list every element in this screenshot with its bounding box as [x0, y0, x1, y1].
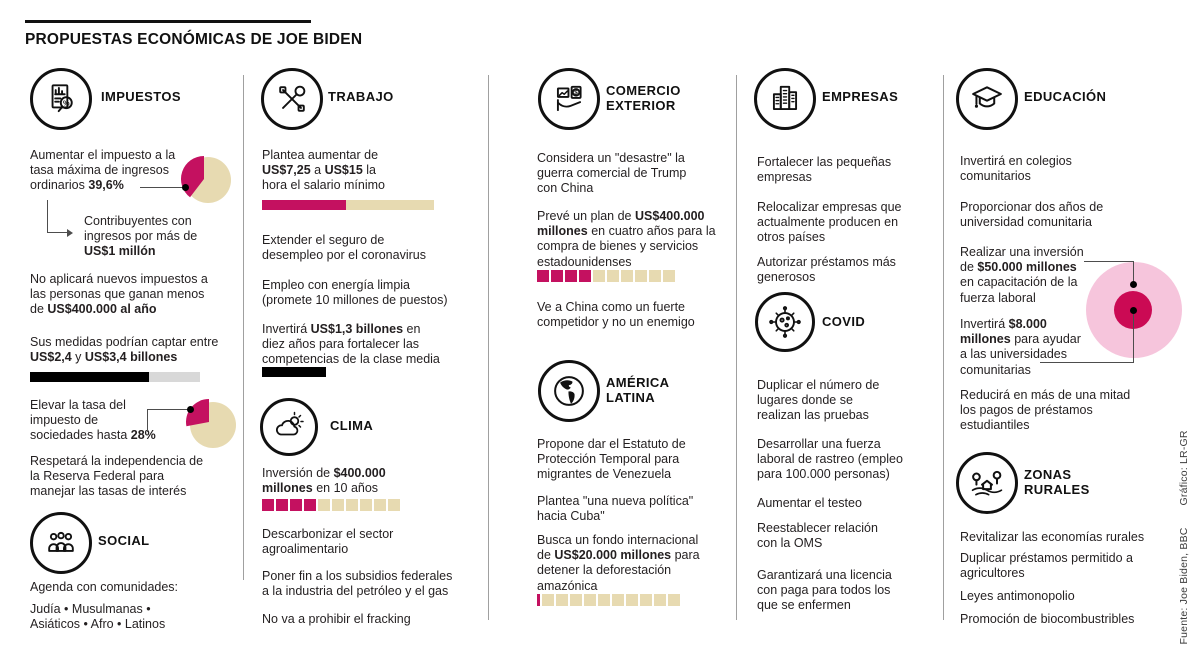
educacion-item-two-years: Proporcionar dos años de universidad comu… [960, 200, 1104, 230]
impuestos-item-top-rate-sub: Contribuyentes con ingresos por más de US$… [84, 214, 198, 259]
section-label-empresas: EMPRESAS [822, 89, 899, 104]
arrow-line [47, 232, 67, 233]
arrow-head-icon [67, 229, 73, 237]
trabajo-item-minwage: Plantea aumentar de US$7,25 a US$15 la hor… [262, 148, 385, 193]
comercio-item-china: Ve a China como un fuerte competidor y no… [537, 300, 695, 330]
social-icon [30, 512, 92, 574]
social-item-agenda: Agenda con comunidades: [30, 580, 179, 594]
clima-segment-bar [262, 499, 402, 511]
educacion-item-workforce: Realizar una inversión de $50.000 millone… [960, 245, 1084, 305]
impuestos-item-fed: Respetará la independencia de la Reserva … [30, 454, 204, 499]
credit-source: Fuente: Joe Biden, BBC [1178, 526, 1190, 644]
taxes-icon: % [30, 68, 92, 130]
education-cap-icon [956, 68, 1018, 130]
america-item-tps: Propone dar el Estatuto de Protección Tem… [537, 437, 686, 482]
covid-item-sick-leave: Garantizará una licencia con paga para to… [757, 568, 892, 613]
rurales-item-antitrust: Leyes antimonopolio [960, 589, 1075, 603]
impuestos-item-no-new-taxes: No aplicará nuevos impuestos a las person… [30, 272, 208, 317]
svg-text:%: % [63, 98, 70, 107]
minwage-bar-fill [262, 200, 347, 210]
callout-line [1133, 314, 1134, 363]
page-title: PROPUESTAS ECONÓMICAS DE JOE BIDEN [25, 31, 363, 48]
climate-icon [260, 398, 318, 456]
callout-line [147, 409, 189, 410]
covid-item-who: Reestablecer relación con la OMS [757, 521, 878, 551]
section-label-clima: CLIMA [330, 418, 374, 433]
rurales-item-farm-loans: Duplicar préstamos permitido a agricultor… [960, 551, 1133, 581]
foreign-trade-icon: $ [538, 68, 600, 130]
impuestos-item-revenue: Sus medidas podrían captar entre US$2,4 y… [30, 335, 219, 365]
covid-item-testing: Aumentar el testeo [757, 496, 862, 510]
educacion-item-colleges: Invertirá en colegios comunitarios [960, 154, 1072, 184]
column-divider [736, 75, 737, 620]
rural-zones-icon [956, 452, 1018, 514]
callout-dot [1130, 307, 1137, 314]
educacion-item-universities: Invertirá $8.000 millones para ayudar a la… [960, 317, 1081, 377]
empresas-item-loans: Autorizar préstamos más generosos [757, 255, 896, 285]
invest-bar-fill [262, 367, 326, 377]
work-tools-icon [261, 68, 323, 130]
section-label-covid: COVID [822, 314, 866, 329]
rurales-item-biofuels: Promoción de biocombustribles [960, 612, 1135, 626]
comercio-item-trade-war: Considera un "desastre" la guerra comerci… [537, 151, 687, 196]
educacion-item-student-loans: Reducirá en más de una mitad los pagos de… [960, 388, 1131, 433]
covid-virus-icon [755, 292, 815, 352]
companies-buildings-icon [754, 68, 816, 130]
covid-item-testing-sites: Duplicar el número de lugares donde se rea… [757, 378, 880, 423]
callout-line [1133, 261, 1134, 283]
empresas-item-small: Fortalecer las pequeñas empresas [757, 155, 892, 185]
title-rule [25, 20, 311, 23]
callout-line [1084, 261, 1134, 262]
social-item-communities: Judía • Musulmanas • Asiáticos • Afro • L… [30, 602, 166, 632]
column-divider [943, 75, 944, 620]
credit-graphic: Gráfico: LR-GR [1178, 429, 1190, 505]
latin-america-globe-icon [538, 360, 600, 422]
amazonia-segment-bar [537, 594, 682, 606]
section-label-america-latina: AMÉRICA LATINA [606, 375, 670, 405]
trabajo-item-unemployment: Extender el seguro de desempleo por el co… [262, 233, 426, 263]
clima-item-decarbonize: Descarbonizar el sector agroalimentario [262, 527, 394, 557]
comercio-item-plan: Prevé un plan de US$400.000 millones en c… [537, 209, 716, 269]
svg-text:$: $ [574, 90, 578, 97]
rurales-item-revitalize: Revitalizar las economías rurales [960, 530, 1145, 544]
callout-dot [1130, 281, 1137, 288]
america-item-cuba: Plantea "una nueva política" hacia Cuba" [537, 494, 694, 524]
impuestos-item-corporate: Elevar la tasa del impuesto de sociedades … [30, 398, 156, 443]
covid-item-tracing: Desarrollar una fuerza laboral de rastreo… [757, 437, 903, 482]
revenue-bar [30, 372, 200, 382]
callout-line [140, 187, 184, 188]
credits: Fuente: Joe Biden, BBC Gráfico: LR-GR [1178, 430, 1190, 644]
trabajo-item-invest: Invertirá US$1,3 billones en diez años pa… [262, 322, 440, 367]
clima-item-fracking: No va a prohibir el fracking [262, 612, 411, 626]
pie-chart-top-rate [179, 151, 237, 214]
section-label-social: SOCIAL [98, 533, 150, 548]
section-label-educacion: EDUCACIÓN [1024, 89, 1107, 104]
clima-item-investment: Inversión de $400.000 millones en 10 años [262, 466, 386, 496]
column-divider [243, 75, 244, 580]
callout-dot [187, 406, 194, 413]
section-label-impuestos: IMPUESTOS [101, 89, 181, 104]
callout-dot [182, 184, 189, 191]
invest-bar [262, 367, 326, 377]
revenue-bar-fill [30, 372, 149, 382]
section-label-trabajo: TRABAJO [328, 89, 394, 104]
minwage-bar [262, 200, 434, 210]
comercio-segment-bar [537, 270, 677, 282]
empresas-item-relocate: Relocalizar empresas que actualmente prod… [757, 200, 902, 245]
arrow-line [47, 200, 48, 232]
impuestos-item-top-rate: Aumentar el impuesto a la tasa máxima de … [30, 148, 176, 193]
column-divider [488, 75, 489, 620]
trabajo-item-clean-jobs: Empleo con energía limpia (promete 10 mil… [262, 278, 448, 308]
clima-item-subsidies: Poner fin a los subsidios federales a la … [262, 569, 453, 599]
section-label-zonas-rurales: ZONAS RURALES [1024, 467, 1090, 497]
pie-chart-corporate [184, 396, 242, 459]
section-label-comercio: COMERCIO EXTERIOR [606, 83, 681, 113]
callout-line [147, 409, 148, 432]
america-item-amazon: Busca un fondo internacional de US$20.000… [537, 533, 700, 593]
callout-line [1040, 362, 1134, 363]
